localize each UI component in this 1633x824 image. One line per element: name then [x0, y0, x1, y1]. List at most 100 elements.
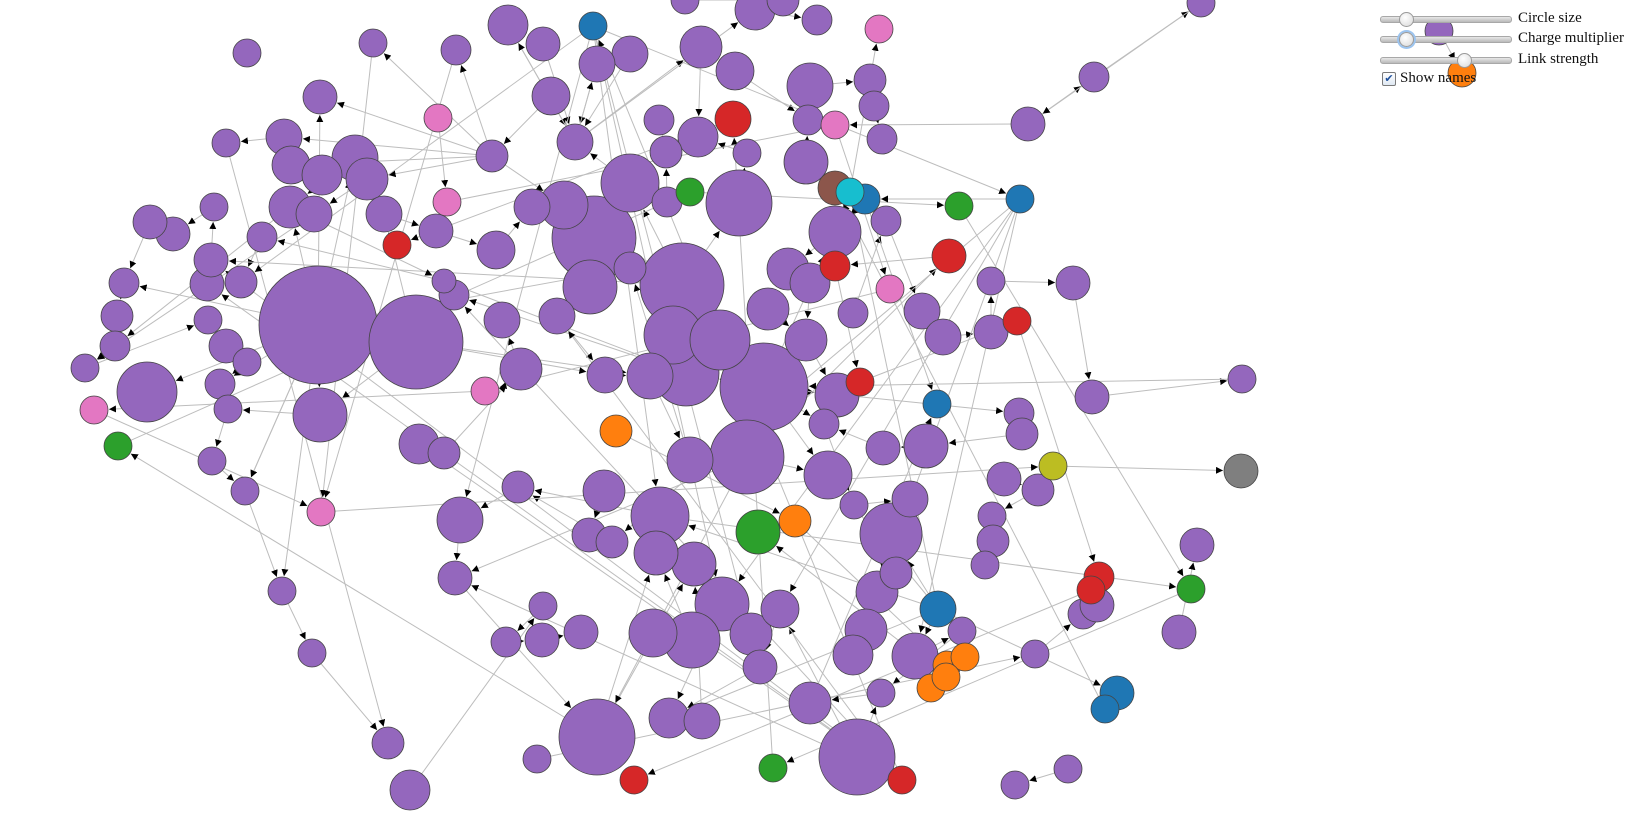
graph-node[interactable]	[671, 541, 717, 587]
graph-node[interactable]	[760, 589, 800, 629]
graph-node[interactable]	[558, 698, 636, 776]
graph-node[interactable]	[563, 614, 599, 650]
graph-node[interactable]	[976, 266, 1006, 296]
graph-node[interactable]	[440, 34, 472, 66]
graph-node[interactable]	[611, 35, 649, 73]
graph-node[interactable]	[224, 265, 258, 299]
graph-node[interactable]	[931, 662, 961, 692]
graph-node[interactable]	[1005, 184, 1035, 214]
graph-node[interactable]	[735, 509, 781, 555]
graph-node[interactable]	[643, 104, 675, 136]
graph-node[interactable]	[801, 4, 833, 36]
graph-node[interactable]	[714, 100, 752, 138]
graph-node[interactable]	[715, 51, 755, 91]
graph-node[interactable]	[490, 626, 522, 658]
graph-node[interactable]	[230, 476, 260, 506]
graph-node[interactable]	[666, 436, 714, 484]
graph-node[interactable]	[1223, 453, 1259, 489]
graph-node[interactable]	[199, 192, 229, 222]
graph-node[interactable]	[792, 104, 824, 136]
graph-node[interactable]	[371, 726, 405, 760]
graph-node[interactable]	[562, 259, 618, 315]
graph-node[interactable]	[522, 744, 552, 774]
graph-node[interactable]	[487, 4, 529, 46]
graph-node[interactable]	[789, 262, 831, 304]
link-strength-slider-thumb[interactable]	[1457, 53, 1473, 68]
graph-node[interactable]	[211, 128, 241, 158]
graph-node[interactable]	[292, 387, 348, 443]
graph-node[interactable]	[295, 195, 333, 233]
graph-node[interactable]	[483, 301, 521, 339]
graph-node[interactable]	[628, 608, 678, 658]
graph-node[interactable]	[528, 591, 558, 621]
graph-node[interactable]	[786, 62, 834, 110]
graph-node[interactable]	[626, 352, 674, 400]
graph-node[interactable]	[1055, 265, 1091, 301]
graph-node[interactable]	[903, 292, 941, 330]
graph-node[interactable]	[525, 26, 561, 62]
graph-node[interactable]	[1021, 473, 1055, 507]
graph-node[interactable]	[586, 356, 624, 394]
graph-node[interactable]	[870, 205, 902, 237]
graph-node[interactable]	[1227, 364, 1257, 394]
graph-node[interactable]	[301, 154, 343, 196]
graph-node[interactable]	[875, 274, 905, 304]
graph-node[interactable]	[418, 213, 454, 249]
graph-node[interactable]	[108, 267, 140, 299]
graph-node[interactable]	[208, 328, 244, 364]
graph-node[interactable]	[582, 469, 626, 513]
graph-node[interactable]	[986, 461, 1022, 497]
graph-node[interactable]	[501, 470, 535, 504]
graph-node[interactable]	[839, 490, 869, 520]
graph-node[interactable]	[619, 765, 649, 795]
graph-node[interactable]	[924, 318, 962, 356]
graph-node[interactable]	[103, 431, 133, 461]
graph-node[interactable]	[1090, 694, 1120, 724]
graph-node[interactable]	[436, 496, 484, 544]
graph-node[interactable]	[358, 28, 388, 58]
graph-node[interactable]	[670, 0, 700, 15]
graph-node[interactable]	[808, 408, 840, 440]
graph-node[interactable]	[499, 347, 543, 391]
graph-node[interactable]	[864, 14, 894, 44]
graph-node[interactable]	[947, 616, 977, 646]
graph-node[interactable]	[950, 642, 980, 672]
graph-node[interactable]	[1078, 61, 1110, 93]
graph-node[interactable]	[475, 139, 509, 173]
graph-node[interactable]	[1038, 451, 1068, 481]
graph-node[interactable]	[232, 347, 262, 377]
graph-node[interactable]	[302, 79, 338, 115]
graph-node[interactable]	[778, 504, 812, 538]
graph-node[interactable]	[345, 157, 389, 201]
graph-node[interactable]	[258, 265, 378, 385]
graph-node[interactable]	[675, 177, 705, 207]
graph-node[interactable]	[1074, 379, 1110, 415]
graph-node[interactable]	[232, 38, 262, 68]
graph-node[interactable]	[79, 395, 109, 425]
graph-node[interactable]	[193, 242, 229, 278]
graph-node[interactable]	[1010, 106, 1046, 142]
graph-node[interactable]	[865, 430, 901, 466]
graph-node[interactable]	[513, 188, 551, 226]
graph-node[interactable]	[193, 305, 223, 335]
graph-node[interactable]	[832, 634, 874, 676]
graph-node[interactable]	[858, 90, 890, 122]
graph-node[interactable]	[922, 389, 952, 419]
graph-node[interactable]	[524, 622, 560, 658]
graph-node[interactable]	[531, 76, 571, 116]
graph-node[interactable]	[837, 297, 869, 329]
graph-node[interactable]	[246, 221, 278, 253]
graph-node[interactable]	[204, 368, 236, 400]
graph-node[interactable]	[944, 191, 974, 221]
graph-node[interactable]	[600, 153, 660, 213]
graph-node[interactable]	[267, 576, 297, 606]
graph-node[interactable]	[1179, 527, 1215, 563]
graph-node[interactable]	[1002, 306, 1032, 336]
graph-node[interactable]	[970, 550, 1000, 580]
graph-node[interactable]	[100, 299, 134, 333]
graph-node[interactable]	[1161, 614, 1197, 650]
circle-size-slider-thumb[interactable]	[1398, 12, 1414, 27]
graph-node[interactable]	[437, 560, 473, 596]
graph-node[interactable]	[845, 367, 875, 397]
graph-node[interactable]	[689, 309, 751, 371]
